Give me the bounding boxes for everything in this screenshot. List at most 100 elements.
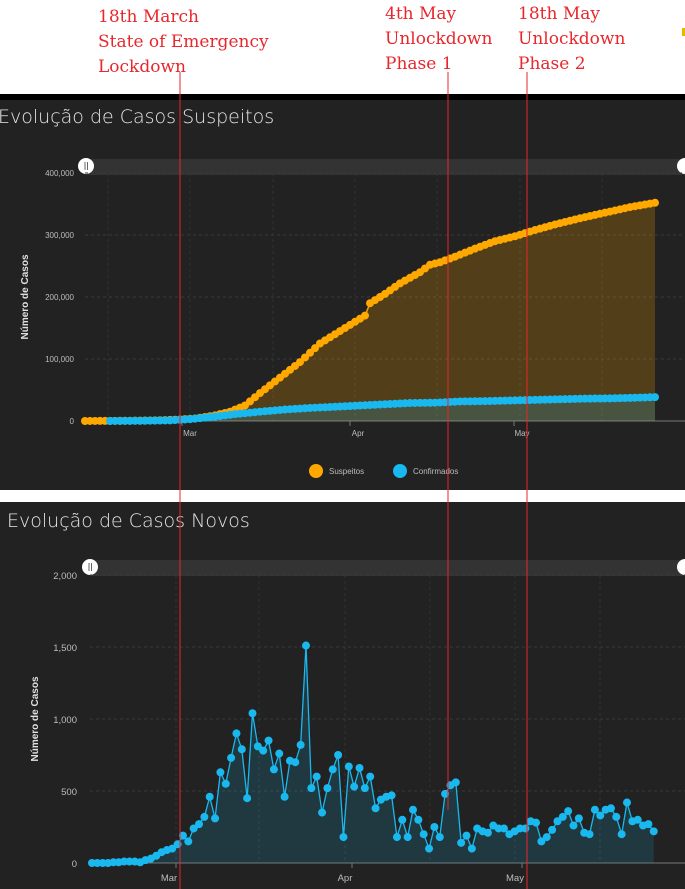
new-cases-point xyxy=(590,805,599,814)
new-cases-point xyxy=(291,758,300,767)
new-cases-point xyxy=(189,824,198,833)
chart2-ytick-label: 2,000 xyxy=(53,571,77,582)
new-cases-point xyxy=(558,812,567,821)
new-cases-point xyxy=(264,736,273,745)
new-cases-point xyxy=(168,844,177,853)
legend-suspeitos-label: Suspeitos xyxy=(329,467,364,476)
divider-top xyxy=(0,94,685,100)
chart1-ytick-label: 200,000 xyxy=(45,293,74,302)
new-cases-point xyxy=(623,798,631,807)
new-cases-point xyxy=(237,745,246,754)
new-cases-point xyxy=(296,740,305,749)
new-cases-point xyxy=(548,825,557,834)
chart2-ytick-label: 0 xyxy=(72,859,77,870)
chart2-ytick-label: 500 xyxy=(61,787,77,798)
new-cases-point xyxy=(499,824,508,833)
new-cases-point xyxy=(419,830,428,839)
new-cases-point xyxy=(425,844,434,853)
new-cases-point xyxy=(403,833,412,842)
suspeitos-point xyxy=(306,348,314,357)
new-cases-point xyxy=(344,762,353,771)
new-cases-point xyxy=(414,815,423,824)
new-cases-point xyxy=(430,823,439,831)
new-cases-point xyxy=(398,815,407,824)
chart1-xtick-label: Mar xyxy=(183,429,197,438)
new-cases-point xyxy=(633,815,642,824)
new-cases-point xyxy=(259,746,268,755)
new-cases-point xyxy=(644,820,653,829)
confirmados-point xyxy=(651,393,659,402)
new-cases-point xyxy=(612,812,621,821)
new-cases-point xyxy=(195,820,203,829)
new-cases-point xyxy=(328,765,337,774)
suspeitos-point xyxy=(361,311,369,320)
suspeitos-point xyxy=(311,344,319,353)
chart1-scrubber-handle-left xyxy=(78,158,94,174)
new-cases-point xyxy=(537,837,546,846)
new-cases-point xyxy=(232,729,241,738)
new-cases-point xyxy=(350,782,359,791)
new-cases-point xyxy=(205,792,214,801)
new-cases-point xyxy=(441,789,450,798)
new-cases-point xyxy=(467,844,476,853)
new-cases-point xyxy=(323,784,332,793)
chart2-xtick-label: Apr xyxy=(338,873,353,884)
new-cases-point xyxy=(409,805,417,814)
chart1-ytick-label: 400,000 xyxy=(45,169,74,178)
chart2-ytick-label: 1,500 xyxy=(53,643,77,654)
new-cases-point xyxy=(451,778,460,787)
new-cases-point xyxy=(248,709,257,718)
chart1-xtick-label: May xyxy=(514,429,529,438)
chart1-scrubber-bar xyxy=(85,159,685,175)
new-cases-chart-title: Evolução de Casos Novos xyxy=(7,510,250,532)
chart1-ylabel: Número de Casos xyxy=(20,254,31,339)
chart1-scrubber-handle-right xyxy=(677,158,685,174)
new-cases-point xyxy=(253,742,262,751)
new-cases-point xyxy=(521,824,530,833)
suspeitos-point xyxy=(651,198,659,207)
chart2-scrubber-handle-right xyxy=(677,559,685,575)
new-cases-point xyxy=(483,828,492,837)
new-cases-point xyxy=(553,817,562,826)
legend-confirmados-swatch xyxy=(393,464,407,478)
new-cases-point xyxy=(596,811,605,820)
suspects-chart-title: Evolução de Casos Suspeitos xyxy=(0,106,275,128)
new-cases-point xyxy=(178,831,187,840)
new-cases-point xyxy=(221,779,230,788)
chart2-xtick-label: May xyxy=(506,873,524,884)
new-cases-point xyxy=(302,641,310,650)
chart2-ylabel: Número de Casos xyxy=(30,676,41,761)
new-cases-point xyxy=(334,751,343,759)
new-cases-point xyxy=(200,812,209,821)
new-cases-point xyxy=(649,827,658,836)
new-cases-point xyxy=(387,791,396,800)
new-cases-point xyxy=(227,753,236,762)
chart1-xtick-label: Apr xyxy=(352,429,365,438)
chart1-ytick-label: 100,000 xyxy=(45,355,74,364)
new-cases-point xyxy=(339,833,348,842)
new-cases-point xyxy=(312,772,321,781)
new-cases-point xyxy=(435,833,444,842)
new-cases-point xyxy=(392,833,401,842)
chart1-ytick-label: 300,000 xyxy=(45,231,74,240)
suspeitos-point xyxy=(301,353,309,362)
new-cases-area xyxy=(92,645,654,863)
new-cases-point xyxy=(216,768,225,777)
new-cases-point xyxy=(211,814,220,823)
annotation-lockdown: 18th March State of Emergency Lockdown xyxy=(98,7,269,77)
new-cases-point xyxy=(355,763,364,772)
new-cases-point xyxy=(462,831,471,840)
new-cases-point xyxy=(542,833,551,842)
suspeitos-area xyxy=(85,202,655,421)
annotation-phase-2: 18th May Unlockdown Phase 2 xyxy=(518,4,626,74)
divider-bottom xyxy=(0,490,685,494)
new-cases-point xyxy=(617,830,626,839)
new-cases-point xyxy=(318,808,327,817)
new-cases-point xyxy=(243,794,252,803)
new-cases-point xyxy=(307,784,316,793)
new-cases-point xyxy=(360,784,369,793)
chart1-ytick-label: 0 xyxy=(70,417,75,426)
chart2-xtick-label: Mar xyxy=(161,873,177,884)
chart2-ytick-label: 1,000 xyxy=(53,715,77,726)
suspeitos-point xyxy=(296,358,304,367)
